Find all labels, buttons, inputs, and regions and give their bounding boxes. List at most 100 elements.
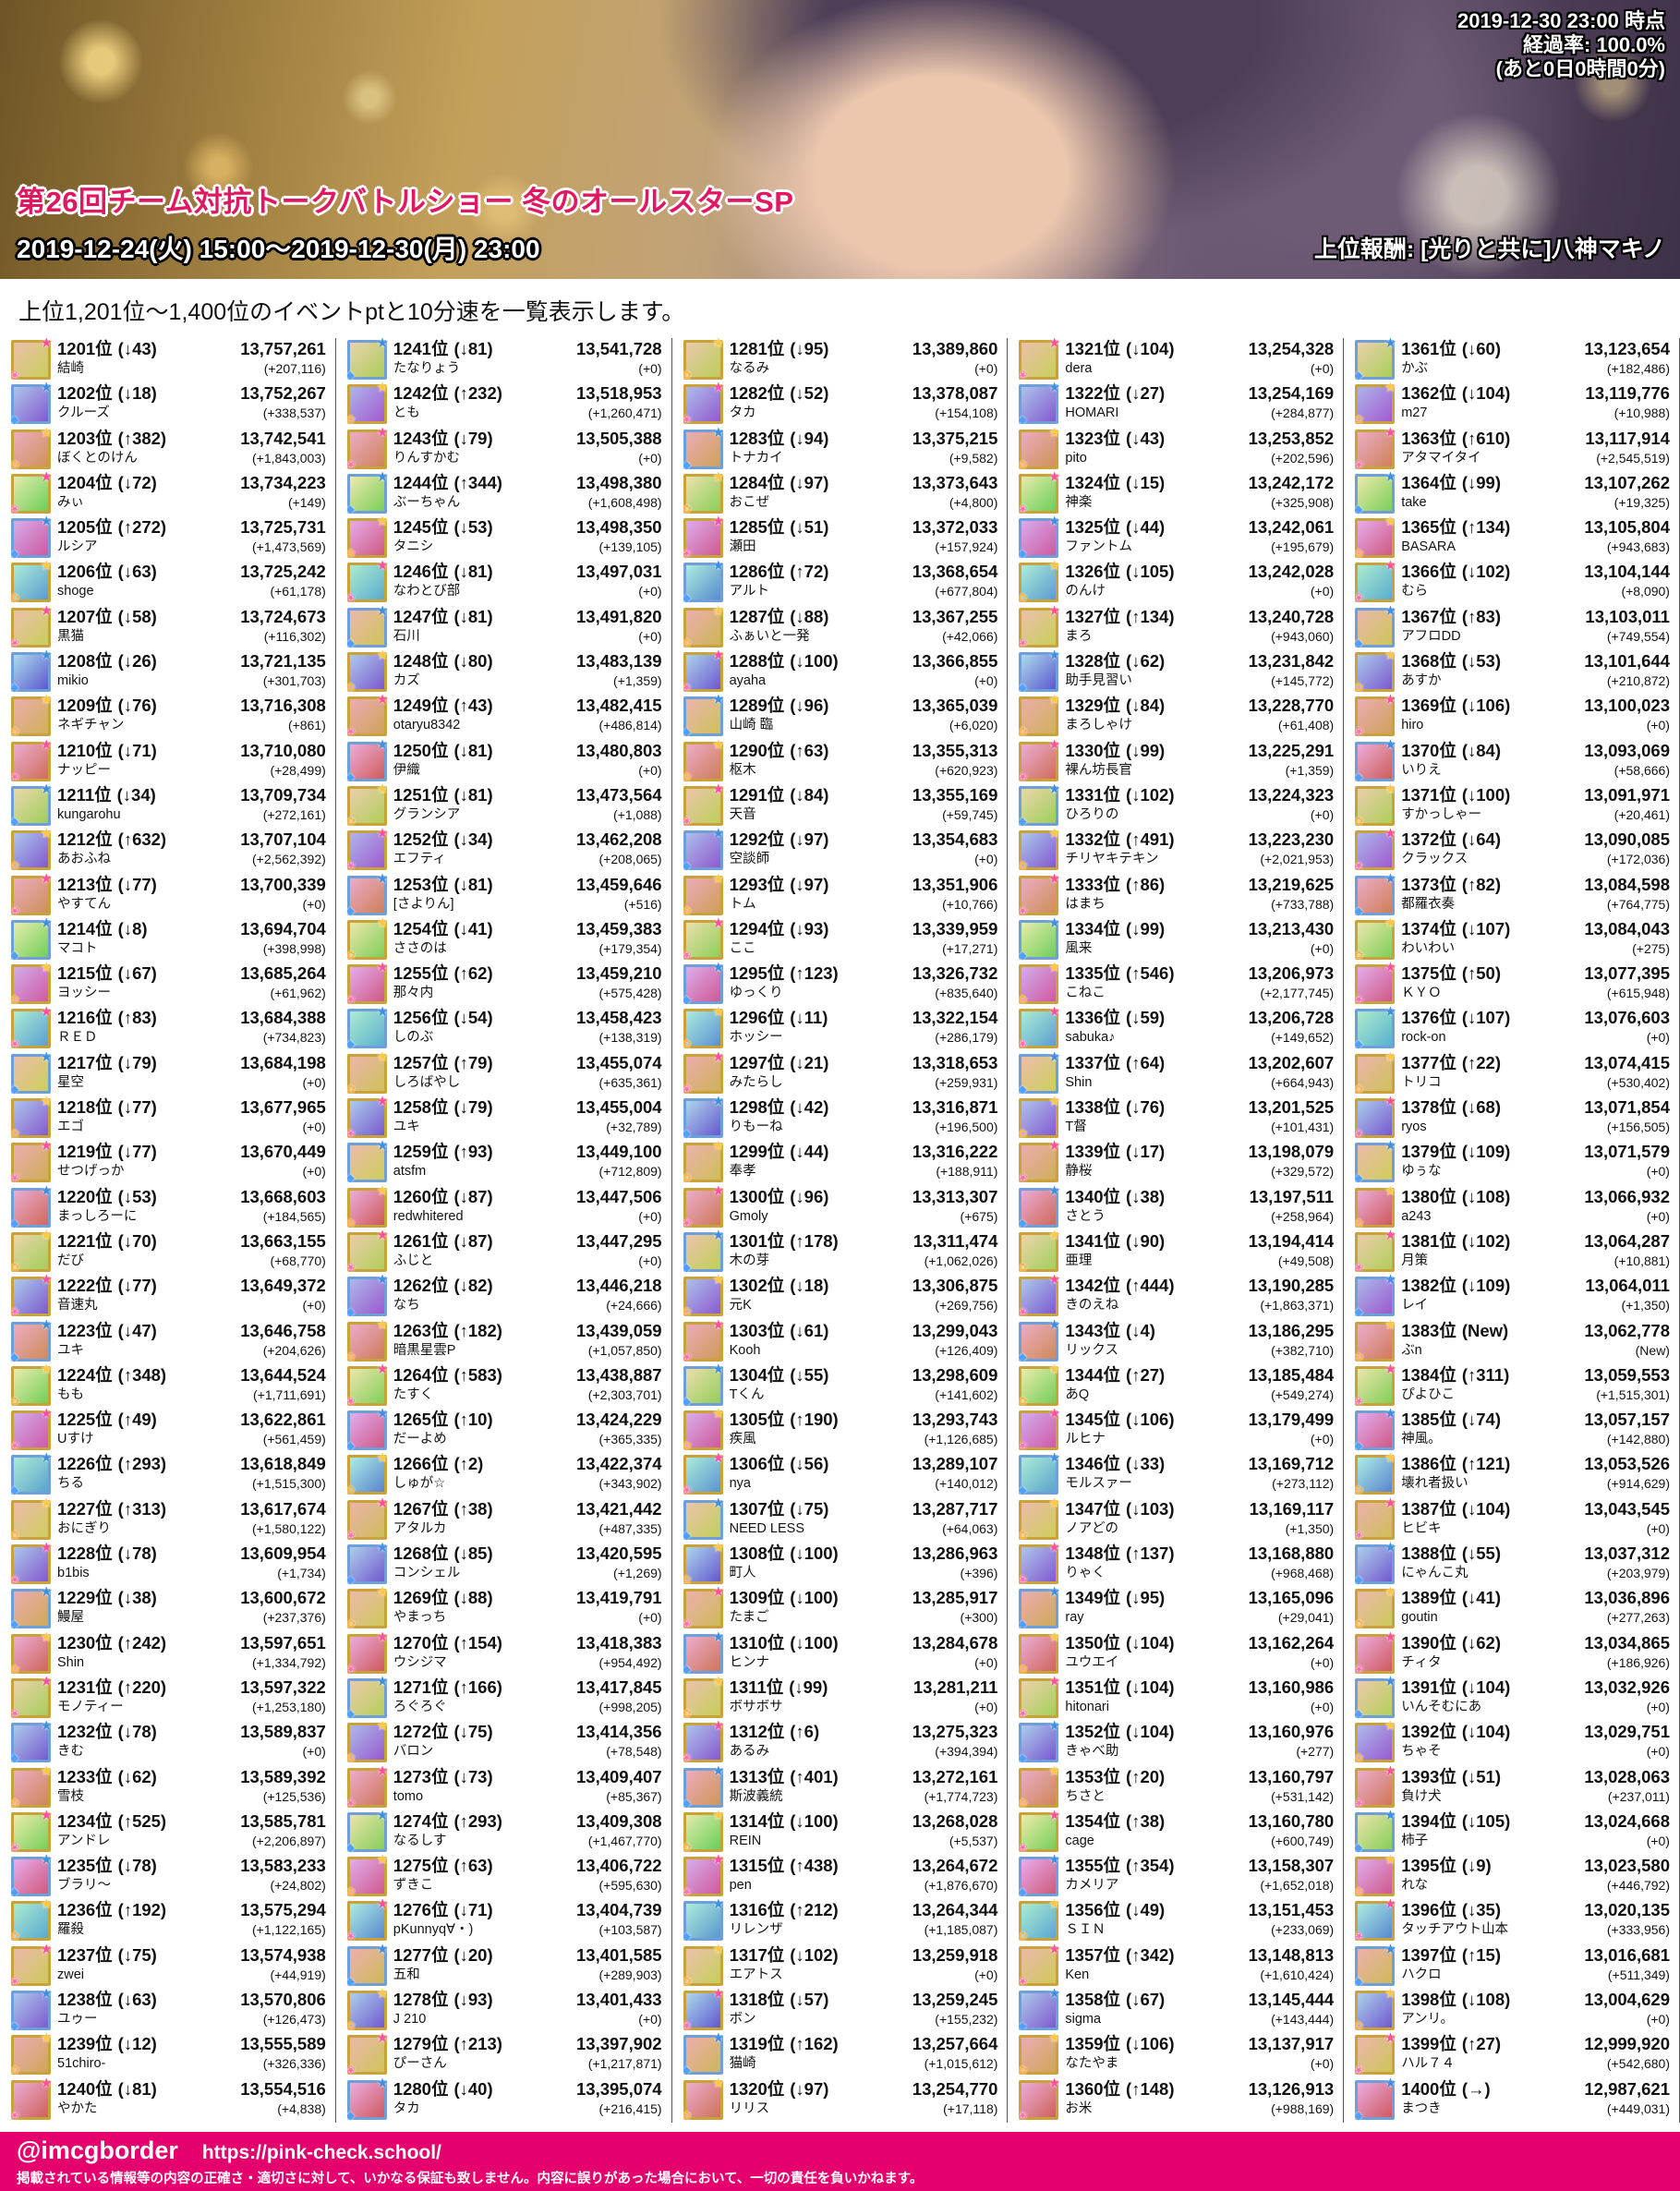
- event-points: 13,609,954: [240, 1543, 326, 1564]
- rank-label: 1242位: [393, 383, 449, 404]
- list-item: ★ ✿ 1221位 (↓70) だび 13,663,155 (+68,770): [11, 1230, 333, 1275]
- event-points: 13,422,374: [576, 1454, 662, 1474]
- points-delta-10min: (+10,988): [1614, 406, 1670, 421]
- rank-label: 1244位: [393, 472, 449, 492]
- avatar-star-icon: ★: [1384, 1543, 1397, 1556]
- idol-avatar: ★◆: [683, 695, 725, 737]
- player-name: アンドレ: [57, 1833, 111, 1848]
- player-name: こねこ: [1065, 986, 1106, 1001]
- points-delta-10min: (+9,582): [949, 450, 998, 466]
- player-name: ちさと: [1065, 1788, 1106, 1804]
- avatar-attribute-icon: ✿: [683, 1037, 692, 1051]
- rank-change: (↓99): [1461, 472, 1501, 492]
- points-delta-10min: (+61,178): [270, 584, 326, 599]
- avatar-star-icon: ★: [712, 2033, 725, 2047]
- avatar-attribute-icon: ❀: [1355, 859, 1364, 873]
- idol-avatar: ★ ❀: [683, 1587, 725, 1629]
- idol-avatar: ★ ❀: [11, 1275, 53, 1317]
- idol-avatar: ★◆: [346, 1007, 389, 1049]
- rank-label: 1345位: [1065, 1410, 1121, 1430]
- player-name: 結崎: [57, 361, 84, 376]
- rank-label: 1257位: [393, 1052, 449, 1072]
- footer-url-link[interactable]: https://pink-check.school/: [201, 2142, 441, 2163]
- player-name: ここ: [729, 940, 756, 956]
- rank-change: (↑50): [1461, 963, 1501, 984]
- avatar-star-icon: ★: [1384, 2077, 1397, 2091]
- rank-label: 1328位: [1065, 651, 1121, 672]
- avatar-star-icon: ★: [1384, 561, 1397, 575]
- player-name: 裸ん坊長官: [1065, 762, 1132, 778]
- avatar-star-icon: ★: [1384, 1319, 1397, 1333]
- event-points: 13,757,261: [240, 339, 326, 358]
- rank-label: 1231位: [57, 1677, 113, 1697]
- list-item: ★ ❀ 1297位 (↓21) みたらし 13,318,653 (+259,931): [683, 1052, 1006, 1096]
- player-name: 負け犬: [1401, 1788, 1442, 1804]
- avatar-attribute-icon: ❀: [11, 1037, 20, 1051]
- event-points: 13,365,039: [912, 696, 998, 716]
- idol-avatar: ★ ✿: [1019, 428, 1060, 470]
- list-item: ★ ✿ 1395位 (↓9) れな 13,023,580 (+446,792): [1355, 1855, 1677, 1899]
- event-points: 13,034,865: [1584, 1632, 1670, 1652]
- list-item: ★ ❀ 1252位 (↓34) エフティ 13,462,208 (+208,065): [346, 829, 670, 873]
- points-delta-10min: (+615,948): [1606, 986, 1670, 1001]
- player-name: ＳＩＮ: [1065, 1922, 1106, 1938]
- list-item: ★ ❀ 1240位 (↓81) やかた 13,554,516 (+4,838): [11, 2078, 333, 2123]
- avatar-attribute-icon: ❀: [1019, 769, 1028, 783]
- player-name: アンリ。: [1401, 2011, 1455, 2027]
- points-delta-10min: (+6,020): [949, 718, 998, 733]
- player-name: なるしす: [393, 1833, 447, 1848]
- list-item: ★ ✿ 1302位 (↓18) 元K 13,306,875 (+269,756): [683, 1275, 1006, 1319]
- points-delta-10min: (+1,610,424): [1260, 1967, 1335, 1982]
- avatar-attribute-icon: ✿: [11, 1662, 20, 1676]
- player-name: なたやま: [1065, 2056, 1119, 2072]
- list-item: ★ ❀ 1249位 (↑43) otaryu8342 13,482,415 (+486,81…: [346, 695, 670, 739]
- avatar-attribute-icon: ◆: [11, 1484, 18, 1495]
- avatar-attribute-icon: ◆: [1019, 1886, 1026, 1897]
- points-delta-10min: (+487,335): [598, 1520, 662, 1536]
- rank-change: (↓49): [1126, 1900, 1166, 1920]
- avatar-attribute-icon: ◆: [347, 1842, 355, 1853]
- points-delta-10min: (+101,431): [1271, 1120, 1335, 1135]
- points-delta-10min: (+182,486): [1606, 361, 1670, 376]
- avatar-star-icon: ★: [376, 605, 389, 619]
- rank-change: (↓15): [1126, 472, 1166, 492]
- rank-change: (→): [1461, 2078, 1491, 2099]
- avatar-star-icon: ★: [40, 1497, 53, 1511]
- idol-avatar: ★ ❀: [1355, 2033, 1396, 2076]
- ranking-column-1: ★❀1201位(↓43)結崎13,757,261(+207,116)★◆1202…: [0, 338, 336, 2123]
- rank-label: 1327位: [1065, 606, 1121, 626]
- idol-avatar: ★ ❀: [1019, 1677, 1060, 1719]
- avatar-attribute-icon: ◆: [11, 1217, 18, 1229]
- rank-label: 1376位: [1401, 1008, 1456, 1028]
- rank-change: (↓100): [790, 1588, 839, 1608]
- avatar-star-icon: ★: [1384, 471, 1397, 485]
- player-name: 五和: [393, 1967, 420, 1982]
- event-points: 13,318,653: [912, 1052, 998, 1072]
- avatar-attribute-icon: ✿: [683, 1573, 692, 1587]
- event-points: 13,105,804: [1584, 517, 1670, 538]
- player-name: やまっち: [393, 1610, 447, 1626]
- avatar-attribute-icon: ❀: [1019, 1171, 1028, 1185]
- avatar-star-icon: ★: [712, 1721, 725, 1735]
- player-name: グランシア: [393, 806, 461, 822]
- footer-bar: @imcgborder https://pink-check.school/ 掲…: [0, 2132, 1680, 2191]
- event-points: 13,725,731: [240, 517, 326, 538]
- rank-change: (↑232): [453, 383, 502, 404]
- points-delta-10min: (+233,069): [1271, 1922, 1335, 1938]
- list-item: ★ ❀ 1258位 (↓79) ユキ 13,455,004 (+32,789): [346, 1096, 670, 1141]
- rank-label: 1351位: [1065, 1677, 1121, 1697]
- event-points: 13,084,598: [1584, 874, 1670, 894]
- idol-avatar: ★ ✿: [346, 1052, 389, 1095]
- idol-avatar: ★ ❀: [11, 472, 53, 514]
- idol-avatar: ★ ❀: [1019, 1543, 1060, 1585]
- time-remaining: (あと0日0時間0分): [1495, 56, 1665, 80]
- rank-change: (↑344): [453, 472, 502, 492]
- avatar-attribute-icon: ❀: [1019, 502, 1028, 515]
